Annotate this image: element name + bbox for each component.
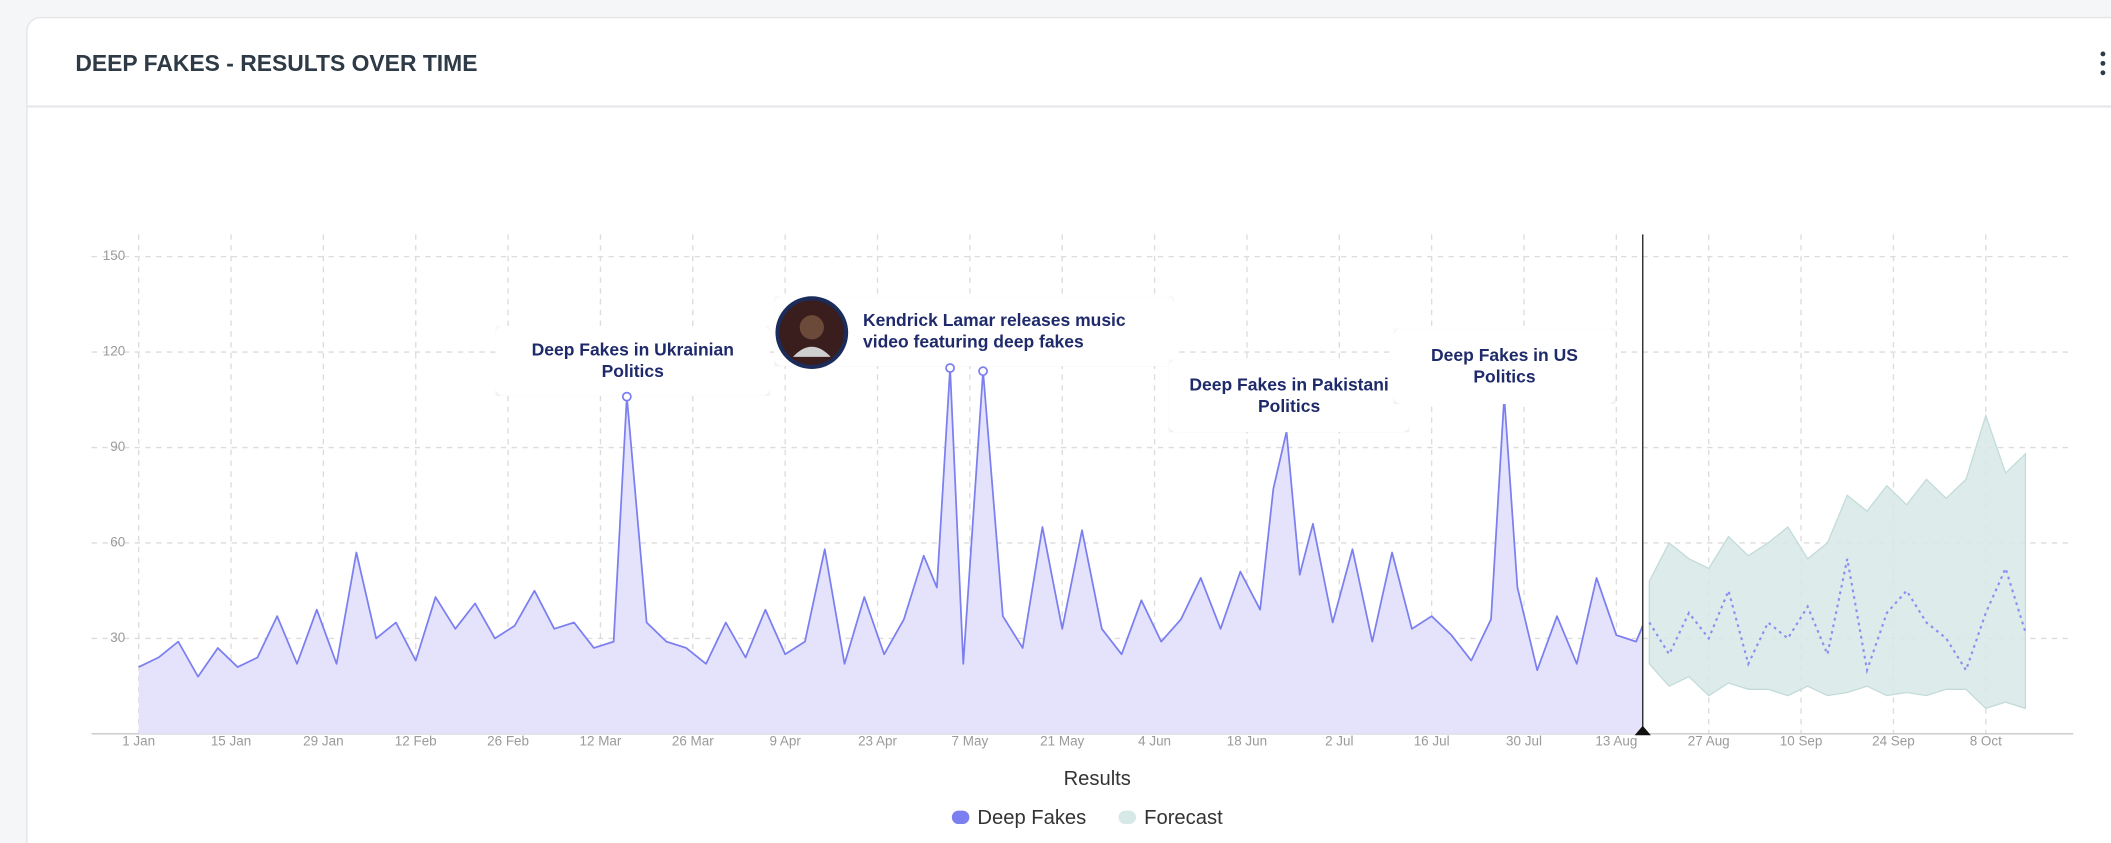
annotation: Deep Fakes in Pakistani Politics — [1168, 359, 1410, 433]
x-tick-label: 21 May — [1040, 733, 1084, 748]
x-tick-label: 29 Jan — [303, 733, 343, 748]
x-tick-label: 9 Apr — [769, 733, 801, 748]
x-tick-label: 8 Oct — [1970, 733, 2002, 748]
today-marker — [1634, 725, 1651, 736]
menu-dot[interactable] — [2100, 60, 2106, 66]
y-tick-label: 60 — [110, 535, 125, 550]
annotation-text: Deep Fakes in Ukrainian Politics — [495, 325, 771, 396]
legend-item: Forecast — [1118, 807, 1223, 829]
x-tick-label: 12 Feb — [395, 733, 437, 748]
avatar-body — [792, 346, 831, 357]
y-tick-label: 30 — [110, 630, 125, 645]
menu-button[interactable] — [2100, 51, 2106, 76]
legend-swatch — [951, 810, 970, 825]
x-tick-label: 10 Sep — [1780, 733, 1823, 748]
peak-marker — [621, 391, 632, 402]
menu-dot[interactable] — [2100, 51, 2106, 57]
annotation: Deep Fakes in Ukrainian Politics — [495, 325, 771, 396]
annotation-text: Deep Fakes in US Politics — [1393, 328, 1616, 404]
x-tick-label: 7 May — [952, 733, 989, 748]
x-tick-label: 15 Jan — [211, 733, 251, 748]
forecast-line — [1648, 558, 2027, 675]
x-tick-label: 13 Aug — [1595, 733, 1637, 748]
menu-dot[interactable] — [2100, 70, 2106, 76]
x-tick-label: 12 Mar — [580, 733, 622, 748]
x-tick-label: 1 Jan — [122, 733, 155, 748]
legend-item: Deep Fakes — [951, 807, 1086, 829]
series-line — [138, 367, 1644, 678]
x-tick-label: 4 Jun — [1138, 733, 1171, 748]
x-tick-label: 16 Jul — [1414, 733, 1450, 748]
x-tick-label: 2 Jul — [1325, 733, 1353, 748]
legend-swatch — [1118, 810, 1137, 825]
peak-marker — [978, 366, 988, 377]
chart-title: DEEP FAKES - RESULTS OVER TIME — [75, 50, 477, 76]
series-area — [138, 367, 1643, 734]
x-axis-label: Results — [1064, 768, 1131, 790]
y-tick-label: 120 — [103, 344, 125, 359]
x-tick-label: 26 Feb — [487, 733, 529, 748]
y-tick-label: 150 — [103, 248, 125, 263]
annotation-text: Deep Fakes in Pakistani Politics — [1168, 359, 1410, 433]
x-tick-label: 30 Jul — [1506, 733, 1542, 748]
x-tick-label: 27 Aug — [1688, 733, 1730, 748]
x-tick-label: 26 Mar — [672, 733, 714, 748]
x-tick-label: 23 Apr — [858, 733, 897, 748]
legend-label: Deep Fakes — [977, 807, 1086, 829]
forecast-band — [1648, 413, 2027, 710]
avatar-face — [799, 315, 824, 340]
legend-label: Forecast — [1144, 807, 1223, 829]
x-tick-label: 18 Jun — [1227, 733, 1267, 748]
x-tick-label: 24 Sep — [1872, 733, 1915, 748]
y-tick-label: 90 — [110, 439, 125, 454]
annotation: Deep Fakes in US Politics — [1393, 328, 1616, 404]
peak-marker — [945, 363, 955, 373]
